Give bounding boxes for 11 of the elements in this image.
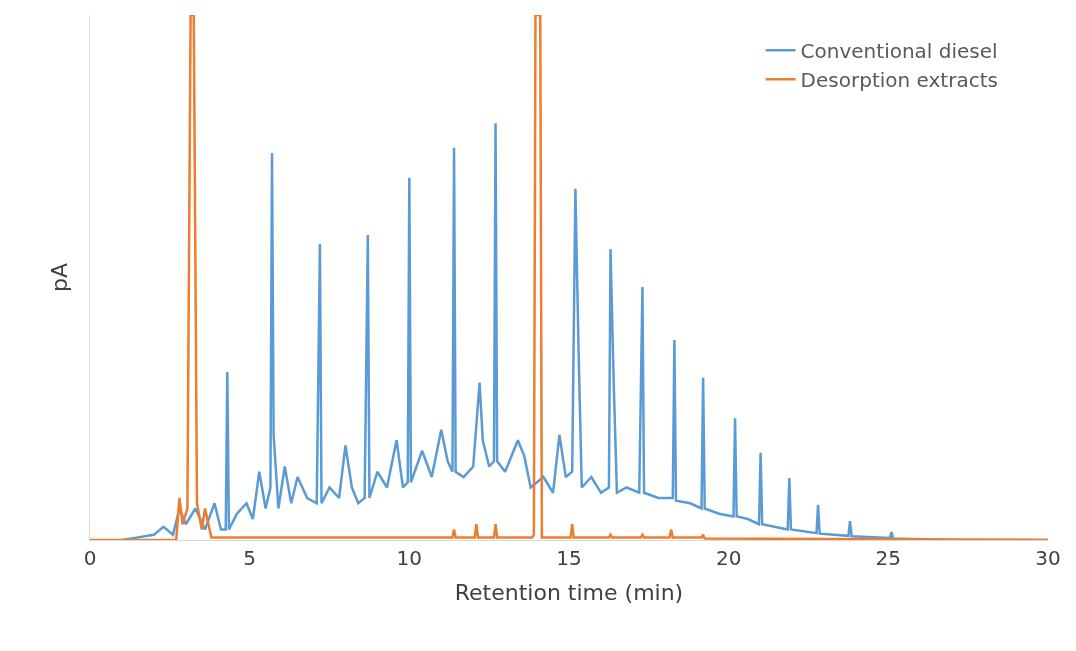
x-tick-label: 25 <box>875 546 902 570</box>
x-tick-label: 15 <box>556 546 582 570</box>
legend-label: Conventional diesel <box>800 39 998 64</box>
x-axis-title: Retention time (min) <box>454 579 684 605</box>
x-tick-label: 5 <box>243 546 257 570</box>
x-tick-label: 10 <box>396 546 423 570</box>
x-tick-label: 0 <box>83 546 97 570</box>
x-tick-label: 30 <box>1035 546 1061 570</box>
legend-label: Desorption extracts <box>800 68 998 93</box>
x-tick-label: 20 <box>715 546 742 570</box>
y-axis-title: pA <box>46 262 72 293</box>
